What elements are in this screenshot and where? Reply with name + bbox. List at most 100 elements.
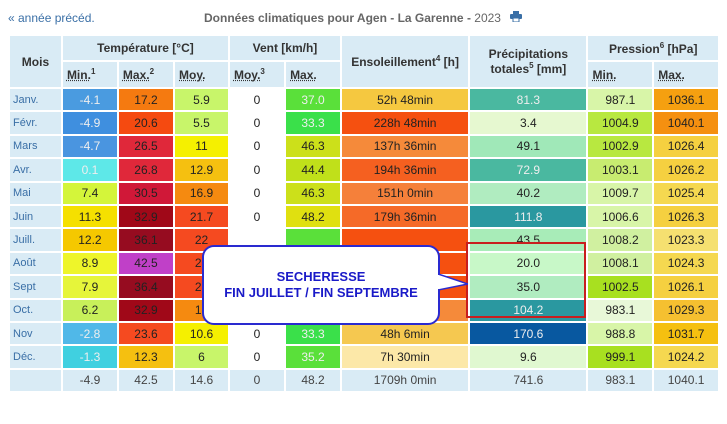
drought-callout: SECHERESSE FIN JUILLET / FIN SEPTEMBRE [202, 245, 440, 325]
cell-sun: 7h 30min [339, 344, 471, 370]
cell-sun: 194h 36min [339, 157, 471, 183]
cell-prec: 170.6 [468, 320, 589, 347]
cell-pmax: 1026.1 [652, 274, 720, 300]
cell-tmax: 30.5 [116, 180, 176, 206]
cell-prec: 9.6 [468, 344, 589, 370]
cell-tmoy: 21.7 [173, 203, 230, 230]
totals-row: -4.9 42.5 14.6 0 48.2 1709h 0min 741.6 983.1 104… [8, 367, 720, 394]
top-bar: « année précéd. Données climatiques pour… [8, 9, 720, 27]
previous-year-link[interactable]: « année précéd. [8, 11, 95, 25]
month-label: Mai [8, 180, 63, 206]
table-row: Déc. -1.3 12.3 6 0 35.2 7h 30min 9.6 999.1 1024.2 [8, 344, 720, 370]
table-body: Janv. -4.1 17.2 5.9 0 37.0 52h 48min 81.3 987.1 1… [8, 86, 720, 394]
total-vmax: 48.2 [284, 367, 342, 394]
cell-vmax: 33.3 [284, 110, 342, 136]
cell-vmoy: 0 [227, 157, 287, 183]
month-label: Août [8, 250, 63, 277]
total-vmoy: 0 [227, 367, 287, 394]
month-label: Sept [8, 274, 63, 300]
header-pression: Pression6 [hPa] [586, 34, 720, 62]
total-prec: 741.6 [468, 367, 589, 394]
month-label: Janv. [8, 86, 63, 113]
cell-sun: 52h 48min [339, 86, 471, 113]
cell-prec: 81.3 [468, 86, 589, 113]
cell-tmoy: 16.9 [173, 180, 230, 206]
cell-tmax: 20.6 [116, 110, 176, 136]
cell-pmin: 1002.5 [586, 274, 655, 300]
total-pmax: 1040.1 [652, 367, 720, 394]
cell-vmoy: 0 [227, 110, 287, 136]
header-mois: Mois [8, 34, 63, 89]
cell-tmin: 0.1 [60, 157, 119, 183]
cell-pmax: 1031.7 [652, 320, 720, 347]
cell-vmax: 33.3 [284, 320, 342, 347]
cell-vmax: 44.4 [284, 157, 342, 183]
cell-pmax: 1029.3 [652, 297, 720, 323]
cell-tmax: 36.1 [116, 227, 176, 253]
header-pression-min[interactable]: Min. [586, 60, 655, 89]
cell-pmax: 1025.4 [652, 180, 720, 206]
cell-prec: 111.8 [468, 203, 589, 230]
cell-pmax: 1024.2 [652, 344, 720, 370]
cell-vmax: 46.3 [284, 180, 342, 206]
cell-sun: 179h 36min [339, 203, 471, 230]
cell-pmin: 983.1 [586, 297, 655, 323]
cell-tmin: -4.9 [60, 110, 119, 136]
header-temperature: Température [°C] [60, 34, 230, 62]
cell-vmax: 37.0 [284, 86, 342, 113]
total-tmin: -4.9 [60, 367, 119, 394]
cell-tmin: 7.9 [60, 274, 119, 300]
cell-tmax: 23.6 [116, 320, 176, 347]
cell-vmax: 46.3 [284, 133, 342, 160]
printer-icon[interactable] [510, 11, 522, 22]
total-tmoy: 14.6 [173, 367, 230, 394]
header-vent-moy[interactable]: Moy.3 [227, 60, 287, 89]
cell-pmin: 988.8 [586, 320, 655, 347]
header-pression-max[interactable]: Max. [652, 60, 720, 89]
cell-tmoy: 11 [173, 133, 230, 160]
total-pmin: 983.1 [586, 367, 655, 394]
cell-vmax: 35.2 [284, 344, 342, 370]
header-temp-min[interactable]: Min.1 [60, 60, 119, 89]
month-label: Nov [8, 320, 63, 347]
cell-prec: 40.2 [468, 180, 589, 206]
cell-tmax: 36.4 [116, 274, 176, 300]
table-row: Avr. 0.1 26.8 12.9 0 44.4 194h 36min 72.9 1003.1… [8, 157, 720, 183]
cell-sun: 228h 48min [339, 110, 471, 136]
cell-tmin: 6.2 [60, 297, 119, 323]
cell-pmax: 1026.3 [652, 203, 720, 230]
cell-pmax: 1026.2 [652, 157, 720, 183]
cell-tmin: -4.7 [60, 133, 119, 160]
table-row: Nov -2.8 23.6 10.6 0 33.3 48h 6min 170.6 988.8 10… [8, 320, 720, 347]
header-vent-max[interactable]: Max. [284, 60, 342, 89]
month-label: Févr. [8, 110, 63, 136]
cell-vmoy: 0 [227, 320, 287, 347]
callout-pointer [438, 273, 468, 291]
cell-pmin: 1002.9 [586, 133, 655, 160]
cell-vmoy: 0 [227, 203, 287, 230]
cell-pmin: 1006.6 [586, 203, 655, 230]
cell-vmoy: 0 [227, 180, 287, 206]
cell-pmax: 1026.4 [652, 133, 720, 160]
cell-pmin: 1009.7 [586, 180, 655, 206]
cell-pmax: 1024.3 [652, 250, 720, 277]
cell-tmax: 17.2 [116, 86, 176, 113]
cell-tmin: 8.9 [60, 250, 119, 277]
cell-sun: 48h 6min [339, 320, 471, 347]
year: 2023 [474, 11, 501, 25]
table-row: Mai 7.4 30.5 16.9 0 46.3 151h 0min 40.2 1009.7 10… [8, 180, 720, 206]
cell-vmax: 48.2 [284, 203, 342, 230]
cell-sun: 151h 0min [339, 180, 471, 206]
cell-tmoy: 5.9 [173, 86, 230, 113]
cell-prec: 20.0 [468, 250, 589, 277]
cell-prec: 43.5 [468, 227, 589, 253]
table-row: Mars -4.7 26.5 11 0 46.3 137h 36min 49.1 1002.9 1… [8, 133, 720, 160]
table-row: Févr. -4.9 20.6 5.5 0 33.3 228h 48min 3.4 1004.9… [8, 110, 720, 136]
table-row: Juin 11.3 32.9 21.7 0 48.2 179h 36min 111.8 1006… [8, 203, 720, 230]
highlight-box [466, 242, 586, 318]
header-temp-max[interactable]: Max.2 [116, 60, 176, 89]
cell-tmax: 26.8 [116, 157, 176, 183]
header-temp-moy[interactable]: Moy. [173, 60, 230, 89]
cell-prec: 35.0 [468, 274, 589, 300]
month-label: Déc. [8, 344, 63, 370]
